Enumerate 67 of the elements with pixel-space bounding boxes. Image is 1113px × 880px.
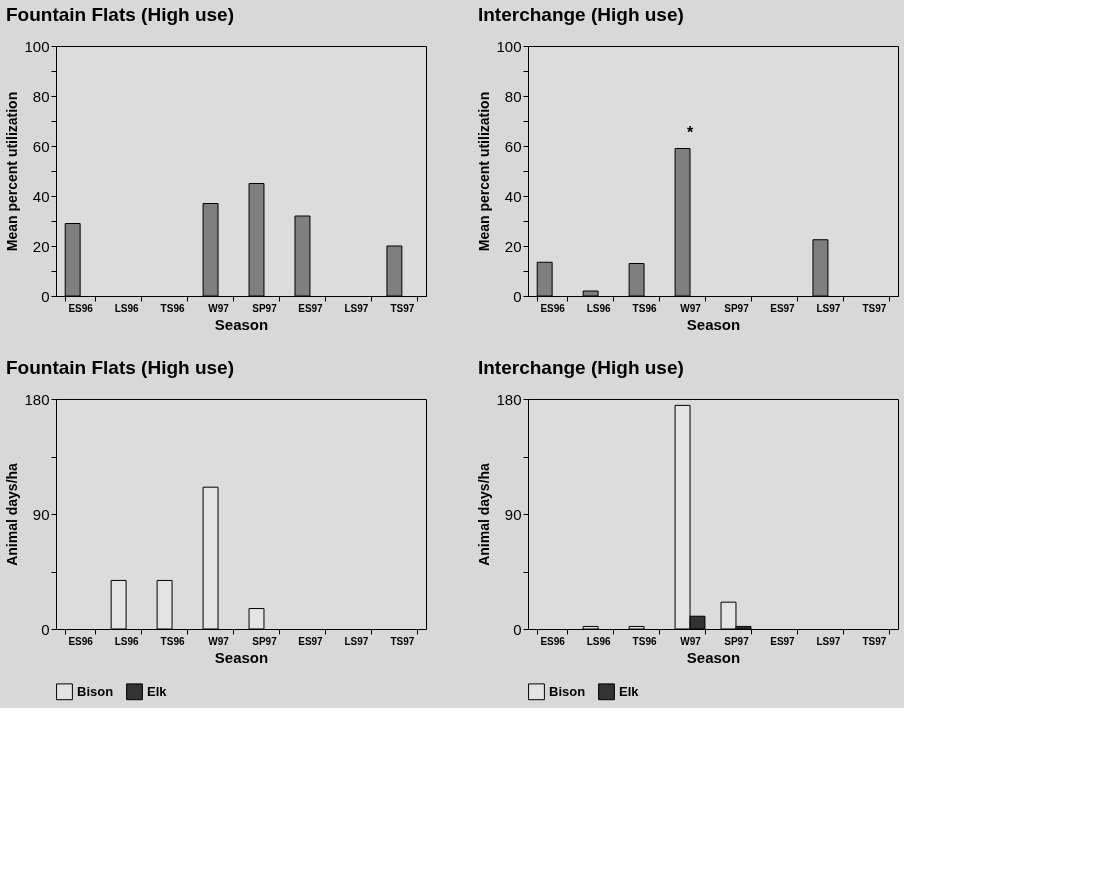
x-tick-label: ES96 [68, 635, 94, 647]
y-tick-label: 90 [32, 505, 50, 523]
y-tick-label: 0 [41, 287, 50, 305]
x-tick-label: LS97 [816, 635, 841, 647]
chart-title: Fountain Flats (High use) [5, 357, 234, 378]
x-tick-label: TS97 [390, 302, 415, 314]
x-tick-label: ES97 [298, 635, 324, 647]
x-tick-label: SP97 [724, 635, 750, 647]
x-axis-title: Season [686, 648, 741, 666]
x-tick-label: W97 [680, 635, 702, 647]
y-tick-label: 0 [513, 287, 522, 305]
x-tick-label: LS97 [816, 302, 841, 314]
x-tick-label: TS96 [160, 635, 185, 647]
y-tick-label: 80 [504, 87, 522, 105]
y-axis-title: Animal days/ha [476, 462, 493, 566]
y-tick-label: 40 [32, 187, 50, 205]
x-tick-label: LS97 [344, 635, 369, 647]
x-tick-label: LS96 [586, 302, 611, 314]
y-tick-label: 20 [32, 237, 50, 255]
chart-title: Interchange (High use) [477, 4, 684, 25]
x-tick-label: TS96 [160, 302, 185, 314]
x-tick-label: ES96 [540, 635, 566, 647]
y-tick-label: 90 [504, 505, 522, 523]
y-axis-title: Mean percent utilization [4, 91, 21, 252]
legend-label: Bison [549, 683, 586, 699]
x-tick-label: TS97 [862, 635, 887, 647]
x-axis-title: Season [214, 648, 269, 666]
x-tick-label: ES96 [540, 302, 566, 314]
y-tick-label: 60 [504, 137, 522, 155]
x-tick-label: TS96 [632, 302, 657, 314]
x-axis-title: Season [686, 315, 741, 333]
x-tick-label: W97 [680, 302, 702, 314]
x-tick-label: W97 [208, 302, 230, 314]
y-tick-label: 0 [513, 620, 522, 638]
x-tick-label: LS96 [114, 635, 139, 647]
x-tick-label: ES97 [298, 302, 324, 314]
y-tick-label: 20 [504, 237, 522, 255]
x-tick-label: TS97 [862, 302, 887, 314]
x-tick-label: LS96 [114, 302, 139, 314]
x-tick-label: LS97 [344, 302, 369, 314]
y-tick-label: 180 [496, 390, 522, 408]
chart-title: Interchange (High use) [477, 357, 684, 378]
y-tick-label: 60 [32, 137, 50, 155]
annotation: * [686, 123, 694, 141]
x-tick-label: ES97 [770, 302, 796, 314]
x-tick-label: TS96 [632, 635, 657, 647]
y-tick-label: 0 [41, 620, 50, 638]
x-tick-label: SP97 [252, 635, 278, 647]
x-tick-label: SP97 [724, 302, 750, 314]
x-tick-label: ES97 [770, 635, 796, 647]
y-axis-title: Mean percent utilization [476, 91, 493, 252]
x-tick-label: SP97 [252, 302, 278, 314]
x-tick-label: ES96 [68, 302, 94, 314]
x-tick-label: W97 [208, 635, 230, 647]
y-tick-label: 80 [32, 87, 50, 105]
x-tick-label: LS96 [586, 635, 611, 647]
y-tick-label: 100 [496, 37, 522, 55]
chart-title: Fountain Flats (High use) [5, 4, 234, 25]
y-axis-title: Animal days/ha [4, 462, 21, 566]
legend-label: Elk [147, 683, 168, 699]
y-tick-label: 180 [24, 390, 50, 408]
y-tick-label: 100 [24, 37, 50, 55]
y-tick-label: 40 [504, 187, 522, 205]
x-tick-label: TS97 [390, 635, 415, 647]
x-axis-title: Season [214, 315, 269, 333]
legend-label: Bison [77, 683, 114, 699]
legend-label: Elk [619, 683, 640, 699]
